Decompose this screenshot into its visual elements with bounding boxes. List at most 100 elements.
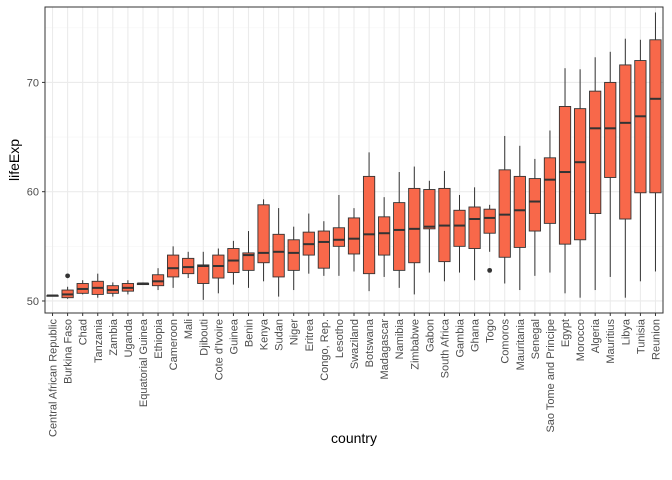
- box-niger: [287, 226, 300, 291]
- box-iqr: [242, 252, 255, 271]
- box-senegal: [528, 158, 541, 276]
- x-tick-label: Ethiopia: [153, 318, 165, 359]
- box-botswana: [362, 152, 376, 292]
- y-tick-label: 60: [27, 187, 39, 199]
- box-iqr: [257, 204, 270, 264]
- x-tick-label: Chad: [78, 319, 90, 345]
- x-tick-label: Libya: [620, 318, 632, 345]
- x-tick-label: Reunion: [650, 319, 662, 360]
- box-mauritania: [513, 145, 526, 291]
- box-iqr: [272, 233, 285, 278]
- box-guinea: [227, 240, 240, 285]
- x-tick-label: Tanzania: [93, 318, 105, 363]
- y-tick-label: 50: [27, 296, 39, 308]
- box-chad: [76, 280, 89, 295]
- box-iqr: [393, 202, 406, 271]
- box-swaziland: [347, 208, 361, 272]
- box-mali: [182, 251, 195, 279]
- x-tick-label: Uganda: [123, 318, 135, 357]
- x-tick-label: Togo: [485, 319, 497, 343]
- y-axis: 50 60 70: [27, 77, 45, 308]
- x-tick-label: South Africa: [439, 318, 451, 378]
- outlier-point: [65, 273, 71, 279]
- box-series: [46, 12, 662, 300]
- x-tick-label: Congo, Rep.: [319, 319, 331, 381]
- box-tanzania: [91, 273, 104, 298]
- box-iqr: [468, 206, 481, 249]
- box-tunisia: [634, 39, 647, 282]
- box-togo: [483, 204, 496, 273]
- box-iqr: [151, 274, 165, 287]
- x-tick-label: Cote d'Ivoire: [213, 319, 225, 380]
- box-comoros: [498, 135, 511, 284]
- box-iqr: [573, 108, 587, 241]
- x-tick-label: Morocco: [575, 319, 587, 361]
- box-sao-tome-and-principe: [543, 130, 557, 273]
- box-namibia: [393, 172, 406, 288]
- x-tick-label: Senegal: [530, 319, 542, 359]
- box-ghana: [468, 187, 481, 281]
- box-iqr: [604, 81, 617, 178]
- box-iqr: [498, 169, 511, 258]
- box-iqr: [378, 216, 391, 256]
- box-iqr: [287, 239, 300, 271]
- x-tick-label: Mauritania: [515, 318, 527, 370]
- y-axis-title: lifeExp: [6, 139, 22, 181]
- box-iqr: [543, 157, 557, 224]
- box-reunion: [649, 12, 662, 272]
- box-algeria: [589, 57, 602, 291]
- y-tick-label: 70: [27, 77, 39, 89]
- box-iqr: [558, 105, 572, 245]
- x-tick-label: Botswana: [364, 318, 376, 367]
- x-tick-label: Eritrea: [304, 318, 316, 351]
- box-central-african-republic: [46, 294, 59, 297]
- x-tick-label: Djibouti: [198, 319, 210, 356]
- box-kenya: [257, 199, 270, 282]
- box-iqr: [649, 39, 662, 194]
- box-iqr: [317, 230, 330, 269]
- box-iqr: [423, 189, 436, 230]
- x-tick-label: Sao Tome and Principe: [545, 319, 557, 433]
- box-zimbabwe: [408, 166, 421, 295]
- x-axis: Central African Republic Burkina Faso Chad…: [48, 313, 662, 438]
- box-egypt: [558, 68, 572, 294]
- box-iqr: [182, 257, 195, 275]
- outlier-point: [487, 267, 493, 273]
- box-burkina-faso: [61, 273, 74, 299]
- x-tick-label: Kenya: [259, 318, 271, 350]
- x-tick-label: Gambia: [455, 318, 467, 357]
- x-tick-label: Zambia: [108, 318, 120, 356]
- box-iqr: [513, 175, 526, 248]
- x-tick-label: Niger: [289, 319, 301, 346]
- x-tick-label: Tunisia: [635, 318, 647, 354]
- box-morocco: [573, 69, 587, 298]
- x-tick-label: Comoros: [500, 319, 512, 364]
- box-djibouti: [197, 251, 210, 300]
- box-cote-d-ivoire: [212, 248, 225, 294]
- x-tick-label: Central African Republic: [48, 319, 60, 438]
- x-tick-label: Sudan: [274, 319, 286, 351]
- x-axis-title: country: [331, 430, 377, 446]
- box-mauritius: [604, 51, 617, 277]
- box-iqr: [332, 227, 346, 247]
- box-iqr: [634, 60, 647, 194]
- x-tick-label: Mali: [183, 319, 195, 339]
- box-benin: [242, 231, 255, 288]
- x-tick-label: Ghana: [470, 318, 482, 352]
- box-iqr: [453, 209, 466, 247]
- x-tick-label: Cameroon: [168, 319, 180, 370]
- box-iqr: [167, 254, 180, 278]
- box-libya: [619, 38, 632, 298]
- x-tick-label: Zimbabwe: [409, 319, 421, 370]
- x-tick-label: Algeria: [590, 318, 602, 353]
- x-tick-label: Egypt: [560, 319, 572, 347]
- box-iqr: [362, 175, 376, 275]
- x-tick-label: Gabon: [424, 319, 436, 352]
- box-zambia: [106, 282, 119, 297]
- box-congo-rep: [317, 221, 330, 276]
- box-uganda: [121, 280, 135, 295]
- x-tick-label: Benin: [243, 319, 255, 347]
- box-gambia: [453, 194, 466, 273]
- x-tick-label: Equatorial Guinea: [138, 318, 150, 407]
